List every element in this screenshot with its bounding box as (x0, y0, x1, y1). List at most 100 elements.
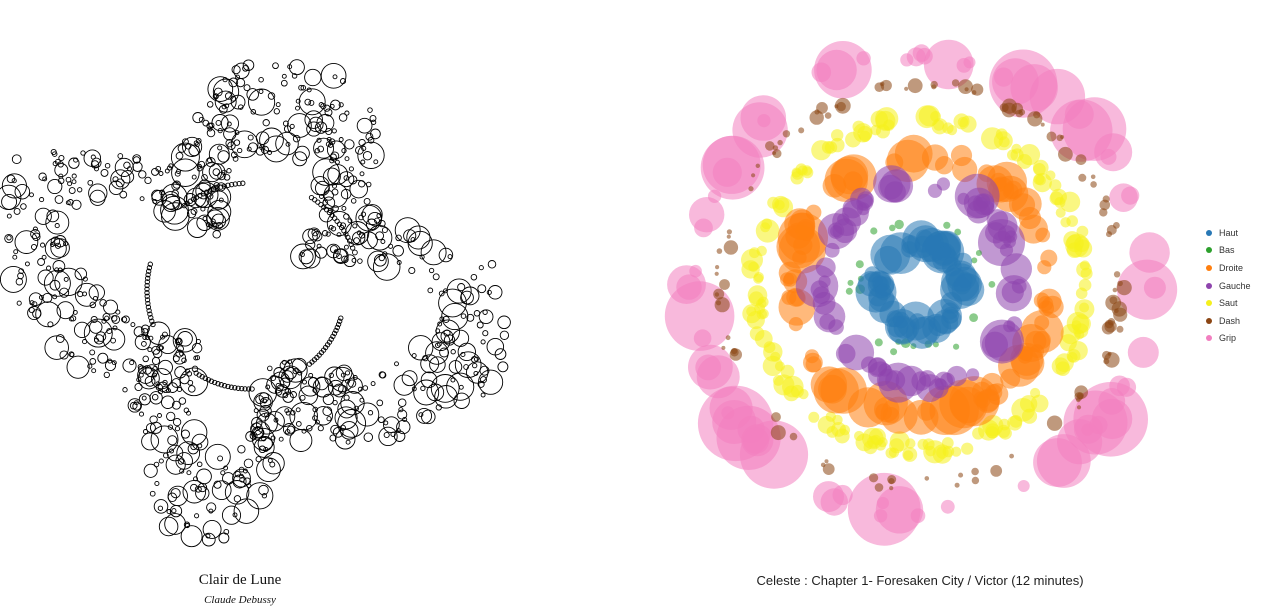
note-bubble (145, 422, 156, 433)
note-bubble (150, 321, 156, 328)
note-bubble (262, 452, 285, 475)
note-bubble (151, 189, 168, 206)
note-bubble (243, 458, 254, 469)
note-bubble (355, 402, 380, 427)
note-bubble (183, 521, 191, 528)
note-bubble (429, 356, 446, 373)
action-bubble-dash (822, 463, 835, 475)
note-bubble (218, 184, 224, 190)
note-bubble (482, 330, 489, 337)
note-bubble (132, 156, 141, 164)
note-bubble (184, 368, 190, 374)
note-bubble (88, 284, 105, 301)
note-bubble (83, 149, 102, 167)
note-bubble (352, 231, 366, 245)
action-bubble-gauche (824, 242, 840, 258)
note-bubble (234, 130, 240, 136)
action-bubble-droite (950, 144, 973, 167)
action-bubble-dash (1046, 415, 1063, 431)
legend: Haut Bas Droite Gauche Saut Dash Grip (1206, 224, 1251, 347)
action-bubble-dash (1102, 350, 1111, 360)
action-bubble-gauche (878, 363, 892, 377)
note-bubble (186, 470, 192, 476)
note-bubble (157, 505, 164, 511)
note-bubble (206, 101, 214, 108)
legend-label: Droite (1219, 262, 1244, 273)
note-bubble (89, 189, 106, 206)
note-bubble (339, 421, 359, 440)
action-bubble-haut (907, 225, 944, 263)
note-bubble (145, 304, 152, 310)
action-bubble-saut (762, 355, 783, 376)
note-bubble (43, 269, 71, 297)
note-bubble (210, 218, 216, 224)
action-bubble-saut (831, 422, 846, 437)
note-bubble (100, 168, 109, 177)
note-bubble (77, 291, 84, 298)
note-bubble (447, 254, 453, 260)
note-bubble (284, 366, 297, 380)
action-bubble-droite (1034, 315, 1050, 331)
note-bubble (196, 165, 203, 172)
note-bubble (453, 392, 470, 409)
note-bubble (6, 213, 12, 219)
action-bubble-saut (889, 438, 905, 454)
note-bubble (243, 84, 251, 92)
note-bubble (327, 164, 349, 185)
action-bubble-dash (1001, 98, 1018, 114)
note-bubble (302, 379, 307, 385)
note-bubble (0, 265, 27, 293)
note-bubble (265, 384, 271, 390)
note-bubble (347, 379, 357, 388)
note-bubble (314, 419, 320, 425)
action-bubble-dash (1046, 131, 1057, 142)
note-bubble (166, 509, 172, 515)
note-bubble (46, 265, 52, 271)
action-bubble-droite (903, 399, 939, 435)
note-bubble (482, 309, 488, 315)
note-bubble (175, 349, 184, 358)
note-bubble (267, 150, 273, 155)
note-bubble (344, 156, 350, 162)
action-bubble-saut (741, 260, 760, 279)
note-bubble (70, 315, 77, 322)
note-bubble (212, 230, 221, 239)
note-bubble (438, 290, 445, 297)
note-bubble (144, 279, 150, 285)
note-bubble (104, 162, 111, 169)
action-bubble-dash (1076, 405, 1082, 410)
note-bubble (164, 513, 186, 535)
note-bubble (208, 508, 214, 514)
note-bubble (237, 445, 246, 454)
action-bubble-bas (847, 279, 854, 286)
note-bubble (151, 189, 163, 202)
note-bubble (338, 102, 344, 108)
note-bubble (263, 446, 269, 453)
note-bubble (151, 368, 173, 390)
note-bubble (322, 406, 333, 417)
legend-item-haut: Haut (1206, 224, 1251, 242)
note-bubble (463, 364, 469, 370)
note-bubble (138, 411, 145, 417)
note-bubble (138, 393, 151, 406)
note-bubble (431, 332, 451, 351)
note-bubble (215, 381, 221, 387)
note-bubble (279, 377, 291, 389)
note-bubble (361, 204, 383, 226)
note-bubble (376, 213, 382, 219)
action-bubble-saut (1032, 173, 1052, 193)
note-bubble (52, 294, 58, 300)
note-bubble (144, 286, 150, 292)
note-bubble (322, 393, 335, 406)
note-bubble (136, 377, 142, 383)
note-bubble (332, 215, 338, 221)
note-bubble (208, 223, 214, 229)
note-bubble (427, 287, 434, 294)
note-bubble (72, 309, 78, 315)
action-bubble-saut (1078, 278, 1092, 292)
note-bubble (1, 173, 27, 199)
note-bubble (408, 266, 416, 275)
note-bubble (169, 448, 174, 454)
note-bubble (448, 360, 463, 374)
action-bubble-dash (723, 240, 739, 255)
